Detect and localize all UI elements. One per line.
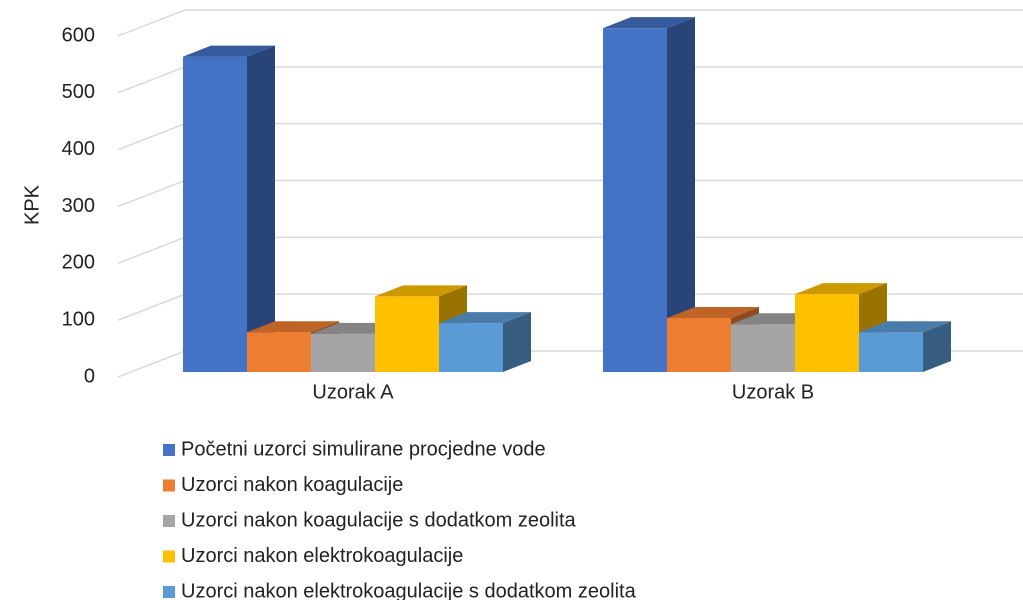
legend-swatch [163,479,175,492]
bar-top [795,283,887,295]
bar [603,28,667,373]
bar [183,56,247,372]
bar-side [503,312,531,372]
bar-side [667,17,695,373]
y-tick-label: 0 [84,365,95,387]
bar-top [183,45,275,57]
bar [311,333,375,372]
bar-top [859,321,951,333]
bar-top [247,321,339,333]
bar [247,332,311,372]
bar-top [603,17,695,29]
bar [859,332,923,372]
bar [795,294,859,372]
y-tick-label: 500 [62,81,95,103]
legend-label: Uzorci nakon koagulacije s dodatkom zeol… [181,509,577,531]
legend-swatch [163,515,175,527]
bar [375,296,439,372]
legend-label: Uzorci nakon koagulacije [181,474,403,496]
bar-top [667,307,759,319]
legend-label: Uzorci nakon elektrokoagulacije [181,545,463,567]
grid-line [117,9,1023,37]
bar-top [375,285,467,297]
bar [439,323,503,372]
legend-swatch [163,586,175,598]
x-tick-label: Uzorak B [732,381,814,403]
legend-swatch [163,444,175,456]
bar [731,324,795,372]
bar-side [247,45,275,372]
bar [667,318,731,372]
legend-label: Uzorci nakon elektrokoagulacije s dodatk… [181,580,637,600]
y-tick-label: 400 [62,138,95,160]
y-tick-label: 600 [62,24,95,46]
y-axis-label: KPK [21,184,43,225]
bar-side [923,321,951,372]
y-tick-label: 200 [62,252,95,274]
bar-top [439,312,531,324]
y-tick-label: 100 [62,308,95,330]
x-tick-label: Uzorak A [312,381,394,403]
y-tick-label: 300 [62,195,95,217]
legend-swatch [163,550,175,563]
legend-label: Početni uzorci simulirane procjedne vode [181,438,546,460]
